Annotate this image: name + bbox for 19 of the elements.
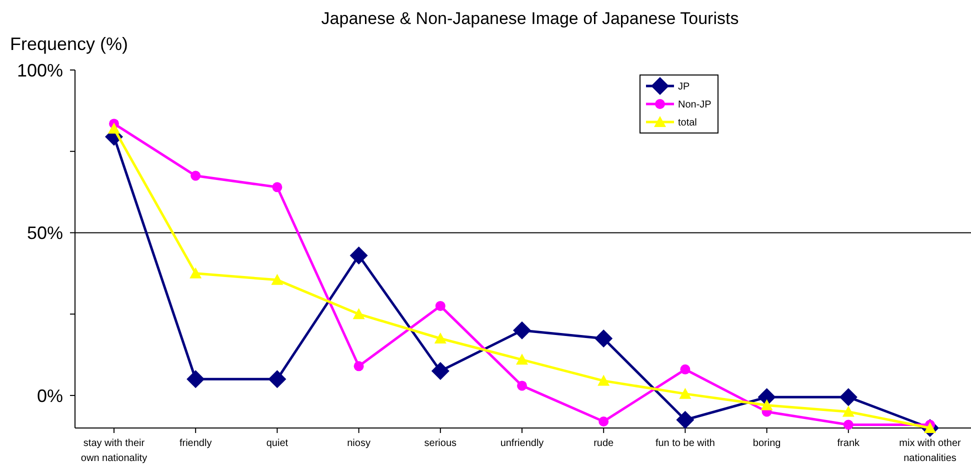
x-tick-label: mix with other nationalities xyxy=(899,438,962,464)
y-tick-label: 100% xyxy=(16,60,63,80)
x-tick-label: unfriendly xyxy=(500,438,544,449)
x-tick-label: quiet xyxy=(266,438,288,449)
y-axis-title: Frequency (%) xyxy=(10,34,128,54)
y-tick-label: 50% xyxy=(26,223,63,244)
legend-label: total xyxy=(678,118,697,128)
chart-title: Japanese & Non-Japanese Image of Japanese Tourists xyxy=(321,9,739,28)
y-tick-label: 0% xyxy=(36,386,63,406)
x-tick-label: fun to be with xyxy=(655,438,715,449)
x-tick-label: rude xyxy=(594,438,614,449)
x-tick-label: serious xyxy=(424,438,457,449)
x-tick-label: friendly xyxy=(179,438,212,449)
x-tick-label: stay with their own nationality xyxy=(80,438,148,464)
x-tick-label: niosy xyxy=(347,438,370,449)
legend-label: Non-JP xyxy=(678,100,712,110)
x-tick-label: frank xyxy=(837,438,861,449)
legend-label: JP xyxy=(678,82,690,92)
x-tick-label: boring xyxy=(752,438,781,449)
